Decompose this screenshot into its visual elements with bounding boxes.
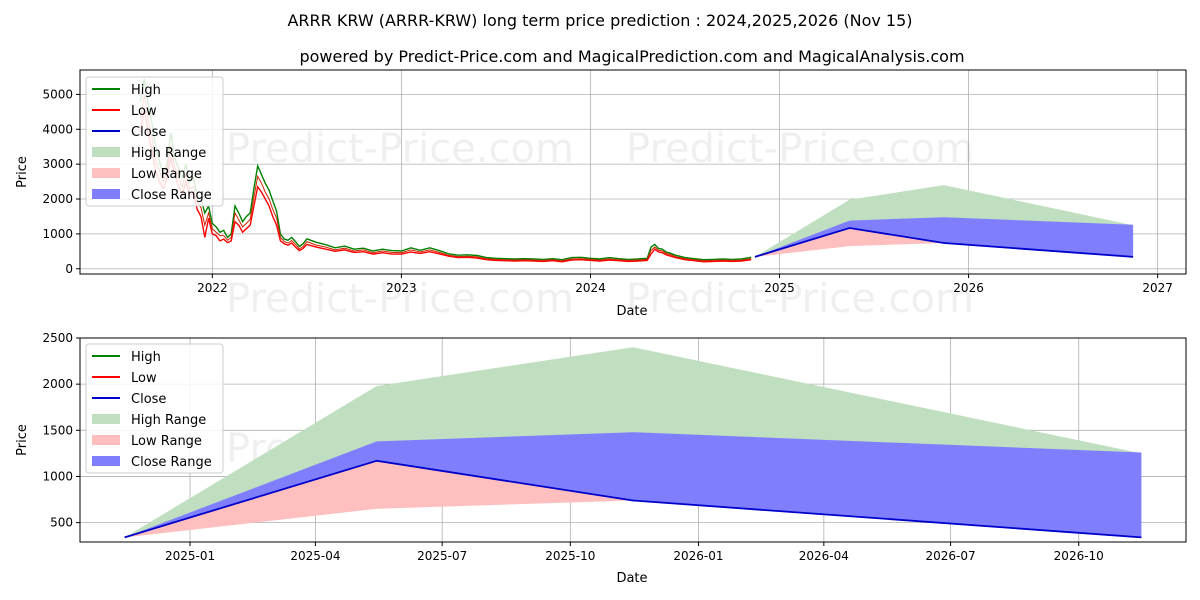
top-low-line xyxy=(139,108,752,263)
bottom-x-tick-label: 2026-04 xyxy=(799,549,849,563)
bottom-y-tick-label: 2000 xyxy=(42,377,73,391)
bottom-plot-frame xyxy=(79,337,1187,543)
top-x-tick-label: 2022 xyxy=(197,281,228,295)
bottom-low-range-area xyxy=(124,460,1142,538)
bottom-legend-low-range-swatch xyxy=(92,435,120,445)
top-x-tick-label: 2023 xyxy=(386,281,417,295)
bottom-legend-high-label: High xyxy=(131,350,161,365)
bottom-x-tick-label: 2025-04 xyxy=(290,549,340,563)
top-legend: High Low Close High Range Low Range Close Ran… xyxy=(85,76,224,207)
watermark: Predict-Price.com xyxy=(626,276,974,322)
bottom-x-tick-label: 2025-01 xyxy=(165,549,215,563)
bottom-legend-low-range-label: Low Range xyxy=(131,434,202,449)
top-y-tick-label: 2000 xyxy=(42,192,73,206)
bottom-y-axis: 500 1000 1500 2000 2500 xyxy=(42,331,80,530)
top-legend-low-label: Low xyxy=(131,104,157,119)
chart-subtitle: powered by Predict-Price.com and Magical… xyxy=(299,47,964,66)
top-legend-close-range-label: Close Range xyxy=(131,188,212,203)
top-x-axis-label: Date xyxy=(616,304,647,319)
top-x-tick-label: 2027 xyxy=(1142,281,1173,295)
top-low-range-area xyxy=(754,228,1134,257)
top-predicted-close-line xyxy=(754,227,1134,258)
bottom-x-tick-label: 2026-07 xyxy=(926,549,976,563)
bottom-legend-box xyxy=(85,343,224,474)
top-x-tick-label: 2026 xyxy=(953,281,984,295)
top-y-tick-label: 3000 xyxy=(42,157,73,171)
bottom-x-tick-label: 2025-10 xyxy=(545,549,595,563)
prediction-panel: Predict-Price.com Predict-Price.com 2025… xyxy=(15,331,1187,586)
top-legend-high-range-label: High Range xyxy=(131,146,206,161)
bottom-x-axis-label: Date xyxy=(616,571,647,586)
top-range-areas xyxy=(754,185,1134,257)
top-close-history-line xyxy=(140,94,752,262)
bottom-legend-high-range-label: High Range xyxy=(131,413,206,428)
bottom-legend: High Low Close High Range Low Range Close Ran… xyxy=(85,343,224,474)
top-y-tick-label: 0 xyxy=(65,262,73,276)
top-legend-high-label: High xyxy=(131,83,161,98)
bottom-y-axis-label: Price xyxy=(15,424,30,456)
chart-title: ARRR KRW (ARRR-KRW) long term price pred… xyxy=(287,11,912,30)
top-legend-close-range-swatch xyxy=(92,189,120,199)
bottom-y-tick-label: 2500 xyxy=(42,331,73,345)
bottom-x-tick-label: 2025-07 xyxy=(417,549,467,563)
bottom-x-axis: 2025-01 2025-04 2025-07 2025-10 2026-01 2026-… xyxy=(165,542,1104,563)
bottom-series-lines xyxy=(124,459,1142,539)
bottom-range-areas xyxy=(124,347,1142,538)
top-legend-low-range-swatch xyxy=(92,168,120,178)
bottom-y-tick-label: 1000 xyxy=(42,469,73,483)
history-panel: Predict-Price.com Predict-Price.com Pred… xyxy=(15,69,1187,322)
bottom-legend-close-range-label: Close Range xyxy=(131,455,212,470)
bottom-x-tick-label: 2026-10 xyxy=(1054,549,1104,563)
top-watermarks: Predict-Price.com Predict-Price.com Pred… xyxy=(226,126,974,322)
watermark: Predict-Price.com xyxy=(226,276,574,322)
top-x-axis: 2022 2023 2024 2025 2026 2027 xyxy=(197,274,1173,295)
bottom-predicted-close-line xyxy=(124,459,1142,539)
top-x-tick-label: 2025 xyxy=(764,281,795,295)
bottom-x-tick-label: 2026-01 xyxy=(673,549,723,563)
top-y-tick-label: 5000 xyxy=(42,87,73,101)
bottom-y-tick-label: 1500 xyxy=(42,423,73,437)
top-series-lines xyxy=(139,78,1134,263)
bottom-legend-close-range-swatch xyxy=(92,456,120,466)
top-legend-close-label: Close xyxy=(131,125,166,140)
top-x-tick-label: 2024 xyxy=(575,281,606,295)
top-y-axis-label: Price xyxy=(15,156,30,188)
top-y-tick-label: 4000 xyxy=(42,122,73,136)
bottom-close-range-area xyxy=(124,432,1142,538)
bottom-legend-high-range-swatch xyxy=(92,414,120,424)
watermark: Predict-Price.com xyxy=(626,126,974,172)
bottom-legend-low-label: Low xyxy=(131,371,157,386)
top-legend-high-range-swatch xyxy=(92,147,120,157)
bottom-legend-close-label: Close xyxy=(131,392,166,407)
watermark: Predict-Price.com xyxy=(226,126,574,172)
top-y-tick-label: 1000 xyxy=(42,227,73,241)
top-y-axis: 0 1000 2000 3000 4000 5000 xyxy=(42,87,80,276)
top-legend-box xyxy=(85,76,224,207)
top-plot-frame xyxy=(79,69,1187,275)
top-legend-low-range-label: Low Range xyxy=(131,167,202,182)
bottom-y-tick-label: 500 xyxy=(50,516,73,530)
